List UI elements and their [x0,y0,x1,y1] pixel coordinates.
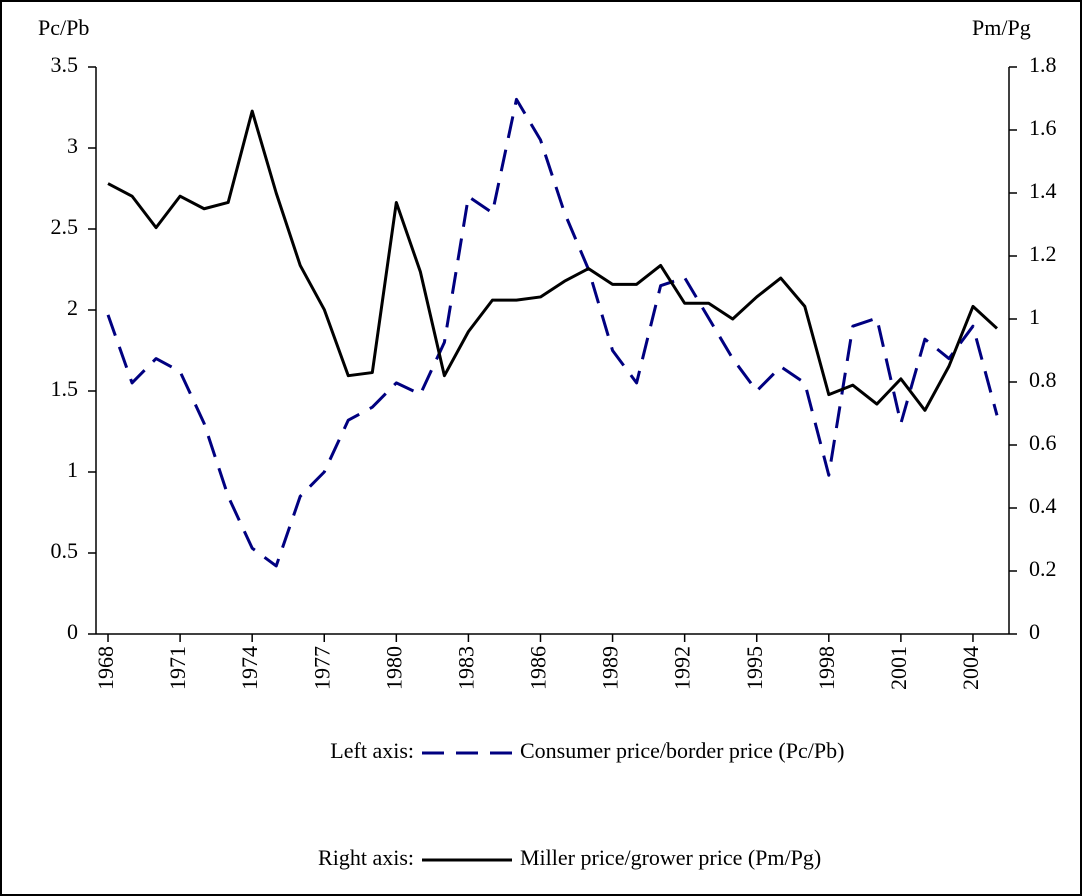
y2-tick-label: 1.8 [1029,52,1057,77]
legend-prefix: Right axis: [318,845,414,870]
y2-tick-label: 1 [1029,304,1040,329]
x-tick-label: 1995 [742,646,767,690]
y2-tick-label: 0.2 [1029,556,1057,581]
y2-tick-label: 1.2 [1029,241,1057,266]
y-tick-label: 2.5 [51,214,79,239]
y-tick-label: 0.5 [51,538,79,563]
x-tick-label: 1974 [237,646,262,690]
y2-tick-label: 1.6 [1029,115,1057,140]
x-tick-label: 1968 [93,646,118,690]
y-tick-label: 2 [67,295,78,320]
y2-tick-label: 0.6 [1029,430,1057,455]
x-tick-label: 1977 [309,646,334,690]
legend-label: Miller price/grower price (Pm/Pg) [520,845,821,870]
x-tick-label: 1998 [814,646,839,690]
x-tick-label: 2004 [958,646,983,690]
legend-label: Consumer price/border price (Pc/Pb) [520,738,844,763]
y-axis-title: Pc/Pb [38,15,89,40]
legend-prefix: Left axis: [330,738,414,763]
x-tick-label: 2001 [886,646,911,690]
y2-axis-title: Pm/Pg [972,15,1031,40]
series-line [107,109,999,412]
y2-tick-label: 1.4 [1029,178,1057,203]
x-tick-label: 1983 [453,646,478,690]
y-tick-label: 3.5 [51,52,79,77]
y-tick-label: 3 [67,133,78,158]
x-tick-label: 1971 [165,646,190,690]
y-tick-label: 1.5 [51,376,79,401]
y2-tick-label: 0 [1029,619,1040,644]
series-line [106,97,999,568]
y-tick-label: 0 [67,619,78,644]
y2-tick-label: 0.4 [1029,493,1057,518]
y-tick-label: 1 [67,457,78,482]
x-tick-label: 1992 [670,646,695,690]
y2-tick-label: 0.8 [1029,367,1057,392]
x-tick-label: 1986 [526,646,551,690]
x-tick-label: 1989 [598,646,623,690]
x-tick-label: 1980 [381,646,406,690]
